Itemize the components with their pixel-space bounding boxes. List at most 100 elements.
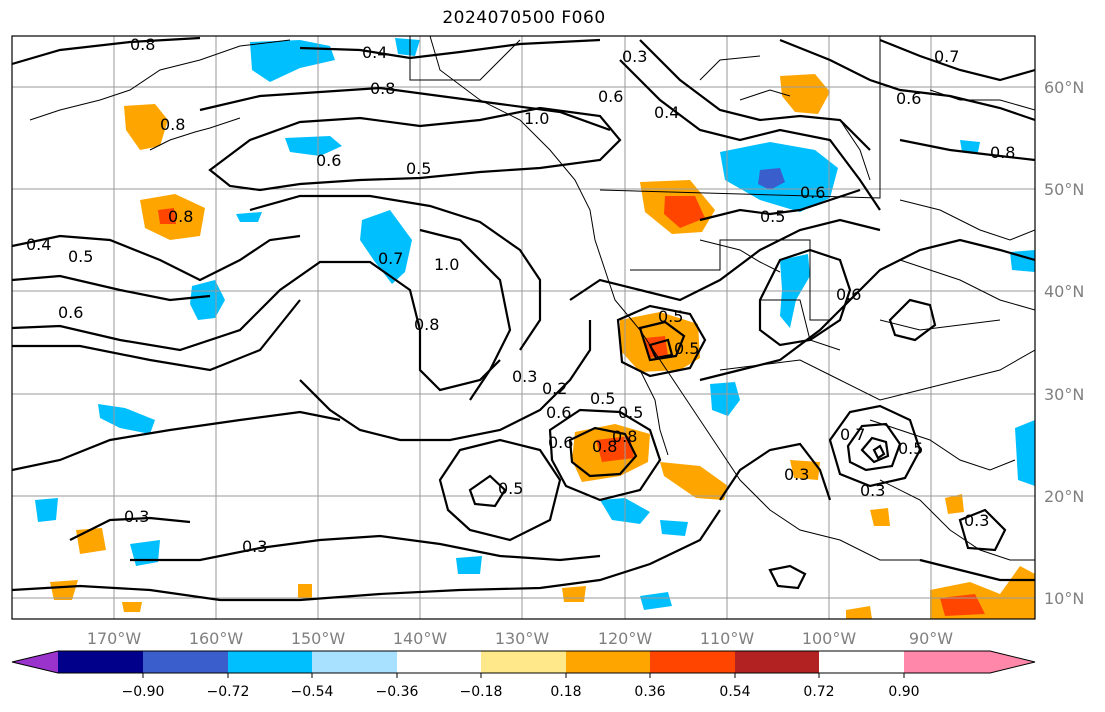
- shade-orange: [298, 584, 312, 598]
- contours: [12, 36, 1035, 602]
- shade-orange: [124, 104, 168, 150]
- contour-label: 0.8: [130, 35, 155, 54]
- longitude-labels: 170°W 160°W 150°W 140°W 130°W 120°W 110°…: [87, 629, 953, 648]
- contour-label: 0.7: [934, 47, 959, 66]
- shade-blue: [1015, 420, 1035, 486]
- colorbar-segment: [143, 651, 228, 673]
- shade-blue: [640, 592, 672, 610]
- colorbar-segment: [481, 651, 566, 673]
- shade-orange: [846, 606, 872, 619]
- shade-blue: [710, 382, 740, 416]
- colorbar-segment: [566, 651, 650, 673]
- contour-label: 0.5: [68, 247, 93, 266]
- colorbar-segment: [650, 651, 735, 673]
- lon-label: 100°W: [802, 629, 857, 648]
- contour-label: 0.8: [612, 427, 637, 446]
- contour-label: 1.0: [434, 255, 459, 274]
- colorbar-extend-low: [12, 651, 58, 673]
- shade-blue: [456, 556, 482, 574]
- contour-label: 0.6: [546, 403, 571, 422]
- colorbar-segment: [735, 651, 819, 673]
- contour-label: 0.8: [414, 315, 439, 334]
- colorbar-segment: [228, 651, 312, 673]
- shade-blue: [660, 520, 688, 536]
- colorbar-extend-high: [990, 651, 1035, 673]
- colorbar-segment: [312, 651, 397, 673]
- lat-label: 40°N: [1044, 282, 1084, 301]
- colorbar-tick-label: −0.90: [122, 684, 165, 700]
- contour-label: 0.5: [590, 389, 615, 408]
- contour-label: 0.6: [548, 433, 573, 452]
- colorbar-tick-label: 0.54: [719, 684, 750, 700]
- contour-label: 0.4: [654, 103, 679, 122]
- contour-label: 0.6: [58, 303, 83, 322]
- colorbar-tick-label: 0.72: [803, 684, 834, 700]
- contour-label: 0.3: [242, 537, 267, 556]
- contour-label: 0.3: [622, 47, 647, 66]
- latitude-labels: 60°N 50°N 40°N 30°N 20°N 10°N: [1044, 78, 1084, 608]
- contour-label: 0.5: [406, 159, 431, 178]
- colorbar-segment: [904, 651, 990, 673]
- shade-blue: [758, 168, 785, 190]
- contour-label: 0.3: [512, 367, 537, 386]
- shade-orange: [780, 74, 830, 114]
- lon-label: 130°W: [495, 629, 550, 648]
- lat-label: 10°N: [1044, 589, 1084, 608]
- shade-orange: [122, 602, 142, 612]
- contour-label: 0.3: [964, 511, 989, 530]
- contour-label: 0.6: [598, 87, 623, 106]
- shade-blue: [35, 498, 58, 522]
- contour-label: 1.0: [524, 109, 549, 128]
- lon-label: 90°W: [909, 629, 953, 648]
- contour-label: 0.8: [990, 143, 1015, 162]
- shade-orange: [660, 462, 728, 500]
- map-title: 2024070500 F060: [442, 8, 606, 28]
- shade-orange: [870, 508, 890, 526]
- shade-orange: [76, 528, 106, 554]
- shade-orange: [562, 586, 586, 602]
- contour-label: 0.4: [26, 235, 51, 254]
- shade-orange: [158, 208, 176, 224]
- contour-label: 0.4: [362, 43, 387, 62]
- contour-label: 0.5: [760, 207, 785, 226]
- colorbar-tick-label: 0.18: [550, 684, 581, 700]
- shade-orange: [945, 494, 964, 514]
- shade-blue: [98, 404, 155, 434]
- colorbar-tick-labels: −0.90 −0.72 −0.54 −0.36 −0.18 0.18 0.36 …: [122, 684, 920, 700]
- shade-orange: [50, 580, 78, 600]
- lon-label: 120°W: [598, 629, 653, 648]
- contour-label: 0.5: [898, 439, 923, 458]
- lon-label: 160°W: [189, 629, 244, 648]
- lat-label: 60°N: [1044, 78, 1084, 97]
- contour-label: 0.5: [658, 307, 683, 326]
- lon-label: 150°W: [291, 629, 346, 648]
- contour-label: 0.6: [896, 89, 921, 108]
- contour-label: 0.5: [618, 403, 643, 422]
- colorbar-segments: [12, 651, 1035, 673]
- shade-blue: [285, 136, 342, 156]
- shade-orange: [664, 196, 705, 228]
- shaded-regions: [35, 38, 1035, 619]
- contour-label: 0.5: [498, 479, 523, 498]
- colorbar-outline: [11, 650, 1036, 674]
- shade-blue: [250, 40, 335, 82]
- contour-label: 0.8: [592, 437, 617, 456]
- lon-label: 110°W: [700, 629, 755, 648]
- colorbar-tick-label: −0.54: [291, 684, 334, 700]
- lon-label: 170°W: [87, 629, 142, 648]
- contour-label: 0.8: [370, 79, 395, 98]
- colorbar-tick-label: 0.90: [888, 684, 919, 700]
- colorbar-tick-label: 0.36: [634, 684, 665, 700]
- contour-label: 0.3: [124, 507, 149, 526]
- map-frame: [11, 35, 1036, 620]
- lat-label: 50°N: [1044, 180, 1084, 199]
- contour-label: 0.6: [836, 285, 861, 304]
- coastlines: [29, 36, 1035, 561]
- shade-blue: [360, 210, 412, 284]
- contour-label: 0.8: [160, 115, 185, 134]
- shade-blue: [395, 38, 420, 56]
- contour-label: 0.3: [784, 465, 809, 484]
- contour-label: 0.6: [800, 183, 825, 202]
- contour-label: 0.2: [542, 379, 567, 398]
